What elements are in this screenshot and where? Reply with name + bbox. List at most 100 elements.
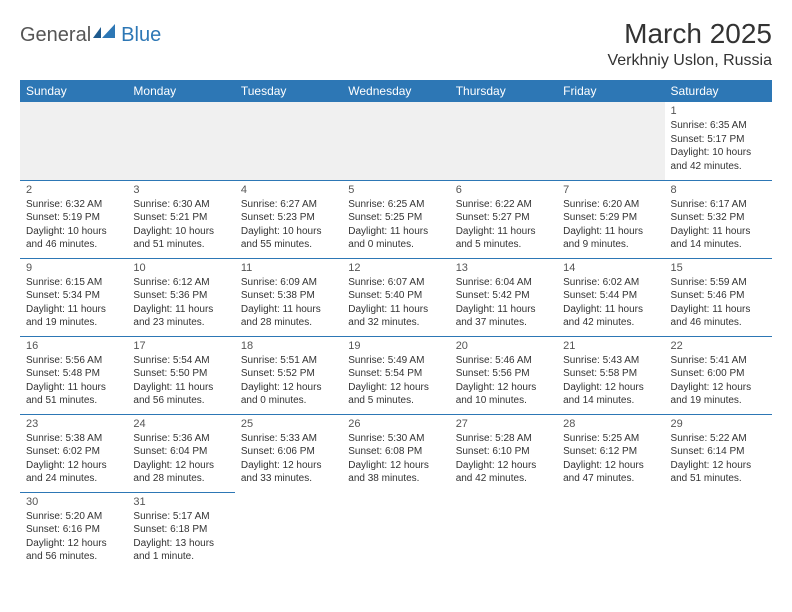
day-number: 9 xyxy=(26,262,121,274)
day-number: 23 xyxy=(26,418,121,430)
sunrise-text: Sunrise: 5:30 AM xyxy=(348,432,443,446)
calendar-cell xyxy=(235,492,342,570)
calendar-cell: 2Sunrise: 6:32 AMSunset: 5:19 PMDaylight… xyxy=(20,180,127,258)
calendar-cell xyxy=(557,492,664,570)
sunrise-text: Sunrise: 5:41 AM xyxy=(671,354,766,368)
daylight-text: Daylight: 11 hours and 51 minutes. xyxy=(26,381,121,408)
sunset-text: Sunset: 6:12 PM xyxy=(563,445,658,459)
daylight-text: Daylight: 12 hours and 33 minutes. xyxy=(241,459,336,486)
calendar-cell: 20Sunrise: 5:46 AMSunset: 5:56 PMDayligh… xyxy=(450,336,557,414)
calendar-cell xyxy=(235,102,342,180)
sunset-text: Sunset: 5:48 PM xyxy=(26,367,121,381)
calendar-cell: 25Sunrise: 5:33 AMSunset: 6:06 PMDayligh… xyxy=(235,414,342,492)
day-number: 14 xyxy=(563,262,658,274)
daylight-text: Daylight: 13 hours and 1 minute. xyxy=(133,537,228,564)
day-number: 19 xyxy=(348,340,443,352)
calendar-cell: 27Sunrise: 5:28 AMSunset: 6:10 PMDayligh… xyxy=(450,414,557,492)
daylight-text: Daylight: 11 hours and 19 minutes. xyxy=(26,303,121,330)
daylight-text: Daylight: 10 hours and 46 minutes. xyxy=(26,225,121,252)
sunrise-text: Sunrise: 6:32 AM xyxy=(26,198,121,212)
calendar-cell: 23Sunrise: 5:38 AMSunset: 6:02 PMDayligh… xyxy=(20,414,127,492)
sunrise-text: Sunrise: 6:20 AM xyxy=(563,198,658,212)
sunrise-text: Sunrise: 6:07 AM xyxy=(348,276,443,290)
calendar-cell: 28Sunrise: 5:25 AMSunset: 6:12 PMDayligh… xyxy=(557,414,664,492)
calendar-cell: 14Sunrise: 6:02 AMSunset: 5:44 PMDayligh… xyxy=(557,258,664,336)
sunset-text: Sunset: 5:34 PM xyxy=(26,289,121,303)
calendar-cell: 21Sunrise: 5:43 AMSunset: 5:58 PMDayligh… xyxy=(557,336,664,414)
sunrise-text: Sunrise: 6:22 AM xyxy=(456,198,551,212)
calendar-cell: 4Sunrise: 6:27 AMSunset: 5:23 PMDaylight… xyxy=(235,180,342,258)
sunset-text: Sunset: 5:17 PM xyxy=(671,133,766,147)
sunrise-text: Sunrise: 5:20 AM xyxy=(26,510,121,524)
sunrise-text: Sunrise: 6:12 AM xyxy=(133,276,228,290)
day-number: 12 xyxy=(348,262,443,274)
sunset-text: Sunset: 5:19 PM xyxy=(26,211,121,225)
day-number: 24 xyxy=(133,418,228,430)
day-number: 25 xyxy=(241,418,336,430)
daylight-text: Daylight: 12 hours and 42 minutes. xyxy=(456,459,551,486)
sunset-text: Sunset: 5:40 PM xyxy=(348,289,443,303)
calendar-cell: 30Sunrise: 5:20 AMSunset: 6:16 PMDayligh… xyxy=(20,492,127,570)
day-number: 29 xyxy=(671,418,766,430)
daylight-text: Daylight: 12 hours and 56 minutes. xyxy=(26,537,121,564)
logo-text-blue: Blue xyxy=(121,24,161,47)
calendar-cell xyxy=(665,492,772,570)
day-header: Thursday xyxy=(450,80,557,102)
calendar-cell: 12Sunrise: 6:07 AMSunset: 5:40 PMDayligh… xyxy=(342,258,449,336)
sunset-text: Sunset: 5:36 PM xyxy=(133,289,228,303)
day-number: 17 xyxy=(133,340,228,352)
sunrise-text: Sunrise: 5:38 AM xyxy=(26,432,121,446)
day-number: 15 xyxy=(671,262,766,274)
sunrise-text: Sunrise: 5:25 AM xyxy=(563,432,658,446)
logo-text-general: General xyxy=(20,24,91,47)
sunrise-text: Sunrise: 5:59 AM xyxy=(671,276,766,290)
sunset-text: Sunset: 6:18 PM xyxy=(133,523,228,537)
calendar-cell: 5Sunrise: 6:25 AMSunset: 5:25 PMDaylight… xyxy=(342,180,449,258)
flag-icon xyxy=(93,24,119,47)
calendar-cell xyxy=(127,102,234,180)
daylight-text: Daylight: 11 hours and 28 minutes. xyxy=(241,303,336,330)
calendar-cell xyxy=(450,102,557,180)
calendar-row: 1Sunrise: 6:35 AMSunset: 5:17 PMDaylight… xyxy=(20,102,772,180)
calendar-cell: 31Sunrise: 5:17 AMSunset: 6:18 PMDayligh… xyxy=(127,492,234,570)
day-number: 22 xyxy=(671,340,766,352)
sunset-text: Sunset: 5:52 PM xyxy=(241,367,336,381)
calendar-cell: 18Sunrise: 5:51 AMSunset: 5:52 PMDayligh… xyxy=(235,336,342,414)
daylight-text: Daylight: 11 hours and 14 minutes. xyxy=(671,225,766,252)
calendar-row: 30Sunrise: 5:20 AMSunset: 6:16 PMDayligh… xyxy=(20,492,772,570)
day-header: Monday xyxy=(127,80,234,102)
calendar-cell: 16Sunrise: 5:56 AMSunset: 5:48 PMDayligh… xyxy=(20,336,127,414)
day-number: 28 xyxy=(563,418,658,430)
calendar-cell: 6Sunrise: 6:22 AMSunset: 5:27 PMDaylight… xyxy=(450,180,557,258)
sunset-text: Sunset: 6:10 PM xyxy=(456,445,551,459)
calendar-row: 9Sunrise: 6:15 AMSunset: 5:34 PMDaylight… xyxy=(20,258,772,336)
calendar-cell xyxy=(557,102,664,180)
location: Verkhniy Uslon, Russia xyxy=(607,52,772,70)
calendar-table: Sunday Monday Tuesday Wednesday Thursday… xyxy=(20,80,772,570)
day-number: 26 xyxy=(348,418,443,430)
daylight-text: Daylight: 11 hours and 46 minutes. xyxy=(671,303,766,330)
calendar-cell: 17Sunrise: 5:54 AMSunset: 5:50 PMDayligh… xyxy=(127,336,234,414)
calendar-cell: 1Sunrise: 6:35 AMSunset: 5:17 PMDaylight… xyxy=(665,102,772,180)
day-number: 21 xyxy=(563,340,658,352)
calendar-cell: 29Sunrise: 5:22 AMSunset: 6:14 PMDayligh… xyxy=(665,414,772,492)
daylight-text: Daylight: 12 hours and 51 minutes. xyxy=(671,459,766,486)
sunset-text: Sunset: 5:29 PM xyxy=(563,211,658,225)
calendar-cell: 9Sunrise: 6:15 AMSunset: 5:34 PMDaylight… xyxy=(20,258,127,336)
sunset-text: Sunset: 6:08 PM xyxy=(348,445,443,459)
sunset-text: Sunset: 5:44 PM xyxy=(563,289,658,303)
sunset-text: Sunset: 6:06 PM xyxy=(241,445,336,459)
sunrise-text: Sunrise: 5:46 AM xyxy=(456,354,551,368)
sunrise-text: Sunrise: 5:43 AM xyxy=(563,354,658,368)
sunset-text: Sunset: 5:56 PM xyxy=(456,367,551,381)
daylight-text: Daylight: 12 hours and 14 minutes. xyxy=(563,381,658,408)
sunset-text: Sunset: 6:16 PM xyxy=(26,523,121,537)
daylight-text: Daylight: 10 hours and 55 minutes. xyxy=(241,225,336,252)
calendar-cell: 10Sunrise: 6:12 AMSunset: 5:36 PMDayligh… xyxy=(127,258,234,336)
day-header: Friday xyxy=(557,80,664,102)
daylight-text: Daylight: 11 hours and 56 minutes. xyxy=(133,381,228,408)
sunrise-text: Sunrise: 5:54 AM xyxy=(133,354,228,368)
daylight-text: Daylight: 10 hours and 42 minutes. xyxy=(671,146,766,173)
calendar-cell: 8Sunrise: 6:17 AMSunset: 5:32 PMDaylight… xyxy=(665,180,772,258)
day-number: 16 xyxy=(26,340,121,352)
